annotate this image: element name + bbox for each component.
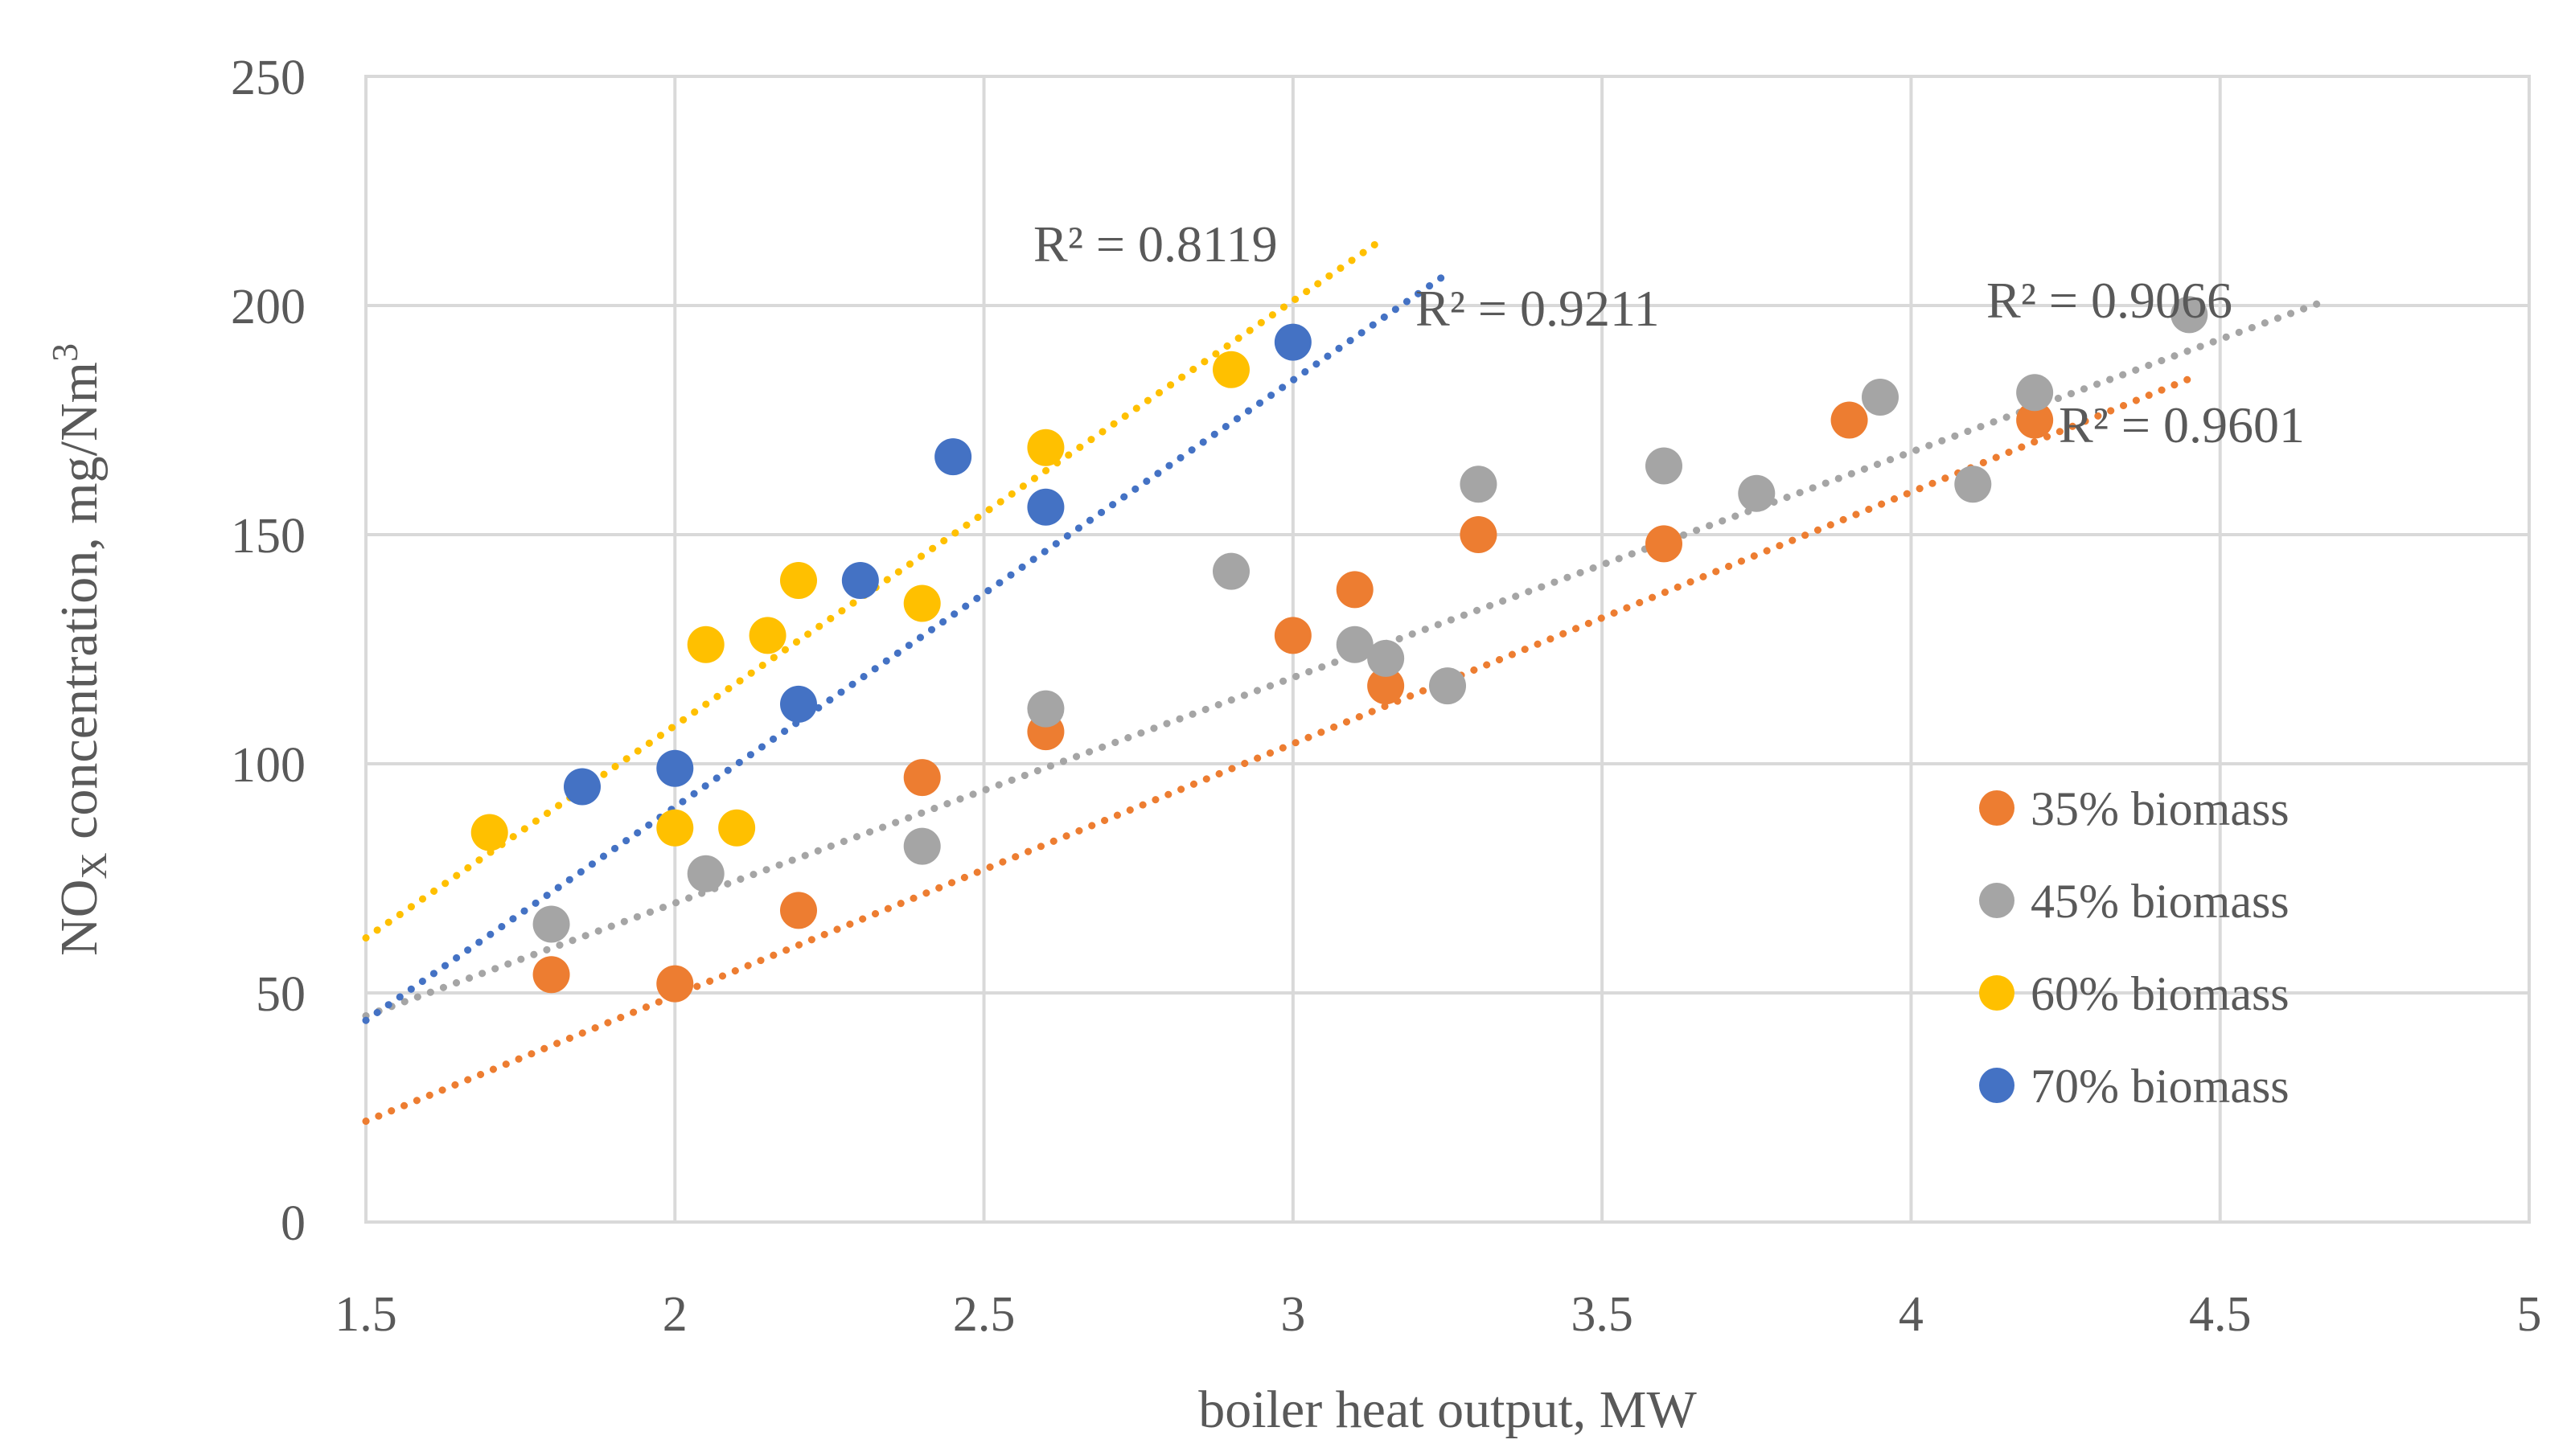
data-point — [1645, 447, 1682, 485]
data-point — [1460, 516, 1497, 553]
data-point — [687, 855, 725, 892]
y-tick-label: 250 — [231, 51, 306, 105]
data-point — [718, 809, 756, 847]
data-point — [1830, 401, 1868, 439]
data-point — [1027, 690, 1065, 728]
data-point — [841, 562, 879, 599]
data-point — [1429, 667, 1466, 705]
data-point — [564, 768, 601, 806]
y-tick-label: 0 — [281, 1196, 306, 1251]
y-axis-title-main: NO — [50, 880, 109, 956]
legend-marker — [1979, 883, 2014, 918]
legend-label: 60% biomass — [2031, 967, 2290, 1020]
data-point — [1336, 571, 1374, 609]
data-point — [1027, 429, 1065, 466]
data-point — [903, 759, 941, 797]
data-point — [1460, 466, 1497, 503]
data-point — [903, 584, 941, 622]
data-point — [2016, 401, 2054, 439]
y-tick-labels: 0 50 100 150 200 250 — [231, 51, 306, 1251]
data-point — [1336, 625, 1374, 663]
x-tick-labels: 1.5 2 2.5 3 3.5 4 4.5 5 — [335, 1287, 2541, 1342]
y-tick-label: 150 — [231, 509, 306, 564]
data-point — [749, 617, 786, 654]
r-squared-labels: R² = 0.9601 R² = 0.9066 R² = 0.8119 R² = 0.… — [1033, 215, 2305, 453]
data-point — [2016, 374, 2054, 412]
legend-label: 35% biomass — [2031, 782, 2290, 835]
legend: 35% biomass 45% biomass 60% biomass 70% bio… — [1979, 782, 2290, 1113]
data-point — [656, 809, 694, 847]
legend-marker — [1979, 1068, 2014, 1103]
x-tick-label: 3.5 — [1571, 1287, 1633, 1342]
y-axis-title: NOX concentration, mg/Nm3 — [44, 343, 114, 956]
plot-area — [364, 75, 2531, 1224]
data-point — [1738, 474, 1776, 512]
data-point — [656, 965, 694, 1003]
data-points — [470, 296, 2208, 1003]
data-point — [780, 562, 817, 599]
data-point — [1954, 466, 1992, 503]
r-squared-label: R² = 0.8119 — [1033, 215, 1278, 273]
data-point — [1367, 639, 1405, 677]
gridlines — [364, 75, 2531, 1224]
data-point — [1645, 525, 1682, 563]
legend-marker — [1979, 975, 2014, 1011]
y-axis-title-rest: concentration, mg/Nm — [50, 362, 109, 852]
data-point — [1367, 667, 1405, 705]
data-point — [934, 438, 972, 476]
data-point — [532, 905, 570, 943]
data-point — [2170, 296, 2208, 334]
data-point — [1027, 488, 1065, 526]
x-tick-label: 3 — [1280, 1287, 1305, 1342]
x-tick-label: 4 — [1899, 1287, 1924, 1342]
x-tick-label: 1.5 — [335, 1287, 397, 1342]
x-tick-label: 5 — [2517, 1287, 2542, 1342]
x-tick-label: 2 — [663, 1287, 688, 1342]
data-point — [780, 892, 817, 929]
x-tick-label: 2.5 — [953, 1287, 1016, 1342]
data-point — [532, 956, 570, 994]
r-squared-label: R² = 0.9211 — [1415, 280, 1660, 337]
data-point — [687, 625, 725, 663]
y-tick-label: 50 — [256, 967, 306, 1022]
data-point — [903, 827, 941, 865]
trendline — [362, 237, 1383, 942]
y-axis-title-subscript: X — [73, 852, 114, 879]
r-squared-label: R² = 0.9066 — [1986, 272, 2232, 329]
trendline — [362, 269, 1452, 1024]
legend-label: 45% biomass — [2031, 875, 2290, 928]
data-point — [1213, 552, 1250, 590]
data-point — [1213, 351, 1250, 388]
legend-label: 70% biomass — [2031, 1060, 2290, 1113]
x-axis-title: boiler heat output, MW — [1198, 1380, 1697, 1439]
data-point — [1862, 379, 1899, 416]
data-point — [1274, 323, 1312, 361]
y-tick-label: 200 — [231, 280, 306, 334]
r-squared-label: R² = 0.9601 — [2059, 396, 2305, 453]
legend-marker — [1979, 790, 2014, 826]
y-tick-label: 100 — [231, 738, 306, 793]
x-tick-label: 4.5 — [2189, 1287, 2252, 1342]
y-axis-title-superscript: 3 — [44, 343, 85, 362]
data-point — [470, 814, 508, 851]
data-point — [780, 685, 817, 723]
data-point — [656, 749, 694, 787]
data-point — [1274, 617, 1312, 654]
